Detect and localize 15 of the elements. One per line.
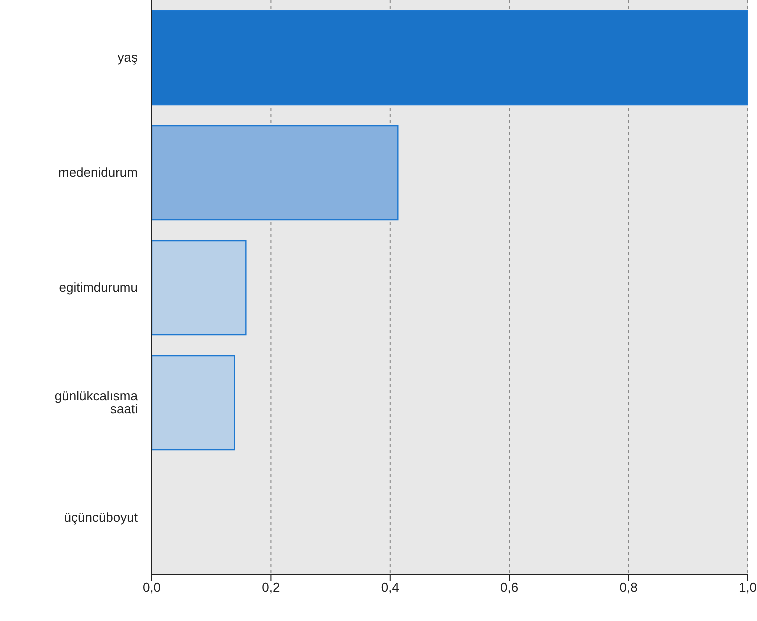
x-tick-label: 0,8 [620, 580, 638, 596]
y-tick-label: üçüncüboyut [64, 510, 138, 526]
x-tick-label: 0,6 [500, 580, 519, 596]
y-tick-label: egitimdurumu [59, 280, 138, 296]
y-tick-label: medenidurum [58, 165, 138, 180]
x-tick-label: 0,4 [381, 580, 400, 596]
y-tick-label: yaş [118, 50, 138, 66]
bar [152, 355, 236, 451]
bar [152, 240, 247, 336]
y-tick-label: günlükcalısma saati [54, 388, 139, 417]
bar [152, 125, 399, 221]
bar [152, 10, 748, 106]
x-tick-label: 1,0 [738, 580, 757, 596]
x-tick-label: 0,0 [142, 580, 162, 596]
x-tick-label: 0,2 [262, 580, 280, 596]
